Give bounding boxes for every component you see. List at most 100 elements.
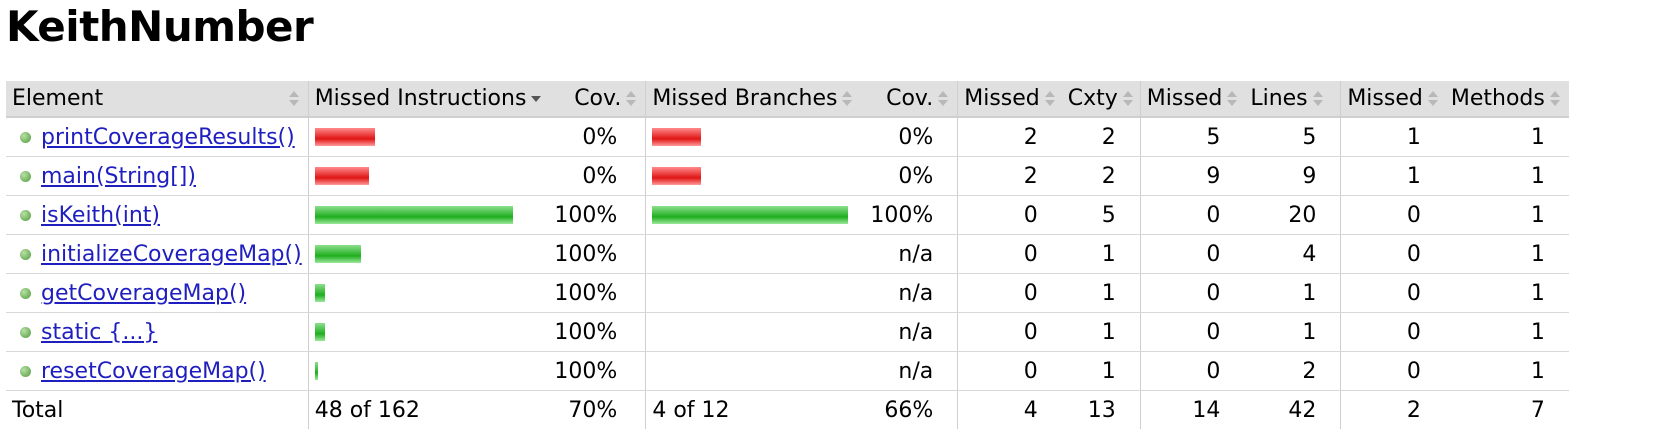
instr-coverage-bar: [314, 206, 543, 224]
method-link[interactable]: static {...}: [41, 319, 158, 345]
lines-value: 5: [1244, 117, 1341, 157]
missed-methods-value: 1: [1340, 156, 1445, 196]
sort-icon: [1427, 91, 1439, 107]
header-missed-cxty[interactable]: Missed: [957, 81, 1062, 118]
branch-coverage-value: n/a: [864, 351, 958, 391]
method-link[interactable]: printCoverageResults(): [41, 124, 295, 150]
table-row: isKeith(int) 100% 100% 0 5 0 20 0 1: [6, 195, 1569, 235]
sort-icon: [937, 91, 949, 107]
element-cell: main(String[]): [6, 156, 309, 196]
branch-coverage-value: n/a: [864, 312, 958, 352]
branch-bar-cell: [645, 351, 865, 391]
instr-coverage-bar: [314, 284, 543, 302]
header-cxty[interactable]: Cxty: [1061, 81, 1141, 118]
table-row: printCoverageResults() 0% 0% 2 2 5 5 1 1: [6, 117, 1569, 157]
lines-value: 20: [1244, 195, 1341, 235]
missed-lines-value: 0: [1139, 312, 1245, 352]
covered-segment: [314, 245, 361, 263]
header-missed-instructions[interactable]: Missed Instructions: [307, 81, 549, 118]
instr-bar-cell: [307, 312, 549, 352]
instr-coverage-bar: [314, 128, 543, 146]
missed-segment: [652, 128, 702, 146]
sort-icon: [1122, 91, 1134, 107]
total-cxty: 13: [1087, 397, 1116, 423]
total-label: Total: [12, 397, 64, 423]
instr-coverage-value: 100%: [548, 312, 646, 352]
missed-methods-value: 0: [1340, 312, 1445, 352]
instr-coverage-value: 100%: [548, 234, 646, 274]
table-row: main(String[]) 0% 0% 2 2 9 9 1 1: [6, 156, 1569, 196]
branch-coverage-value: n/a: [864, 273, 958, 313]
header-missed-methods[interactable]: Missed: [1340, 81, 1445, 118]
method-link[interactable]: resetCoverageMap(): [41, 358, 266, 384]
method-link[interactable]: initializeCoverageMap(): [41, 241, 302, 267]
header-instr-coverage[interactable]: Cov.: [548, 81, 646, 118]
cxty-value: 1: [1061, 273, 1141, 313]
lines-value: 2: [1244, 351, 1341, 391]
branch-coverage-bar: [652, 128, 858, 146]
branch-coverage-value: 0%: [864, 156, 958, 196]
header-missed-branches[interactable]: Missed Branches: [645, 81, 865, 118]
element-cell: getCoverageMap(): [6, 273, 309, 313]
branch-coverage-bar: [652, 323, 858, 341]
branch-coverage-value: 100%: [864, 195, 958, 235]
sort-icon: [841, 91, 853, 107]
missed-methods-value: 0: [1340, 234, 1445, 274]
table-row: initializeCoverageMap() 100% n/a 0 1 0 4 0 1: [6, 234, 1569, 274]
header-branch-coverage[interactable]: Cov.: [864, 81, 958, 118]
method-link[interactable]: main(String[]): [41, 163, 196, 189]
instr-coverage-bar: [314, 323, 543, 341]
cxty-value: 1: [1061, 234, 1141, 274]
instr-coverage-value: 100%: [548, 273, 646, 313]
sort-descending-icon: [530, 91, 542, 107]
element-cell: static {...}: [6, 312, 309, 352]
instr-bar-cell: [307, 351, 549, 391]
total-branch-coverage: 66%: [884, 397, 934, 423]
header-element[interactable]: Element: [6, 81, 309, 118]
total-missed-lines: 14: [1139, 390, 1245, 429]
element-cell: isKeith(int): [6, 195, 309, 235]
instr-bar-cell: [307, 195, 549, 235]
cxty-value: 2: [1061, 156, 1141, 196]
covered-segment: [314, 323, 325, 341]
sort-icon: [625, 91, 637, 107]
branch-coverage-bar: [652, 206, 858, 224]
total-instr-coverage: 70%: [568, 397, 618, 423]
header-lines[interactable]: Lines: [1244, 81, 1341, 118]
missed-methods-value: 0: [1340, 273, 1445, 313]
covered-segment: [314, 362, 318, 380]
methods-value: 1: [1444, 351, 1569, 391]
missed-lines-value: 0: [1139, 234, 1245, 274]
missed-cxty-value: 0: [957, 273, 1062, 313]
instr-coverage-bar: [314, 362, 543, 380]
table-row: getCoverageMap() 100% n/a 0 1 0 1 0 1: [6, 273, 1569, 313]
missed-cxty-value: 2: [957, 117, 1062, 157]
method-icon: [20, 210, 31, 221]
page-title: KeithNumber: [6, 2, 314, 51]
branch-coverage-bar: [652, 245, 858, 263]
header-methods[interactable]: Methods: [1444, 81, 1569, 118]
missed-lines-value: 0: [1139, 273, 1245, 313]
total-lines: 42: [1288, 397, 1317, 423]
method-link[interactable]: getCoverageMap(): [41, 280, 247, 306]
cxty-value: 1: [1061, 351, 1141, 391]
missed-segment: [652, 167, 702, 185]
instr-bar-cell: [307, 273, 549, 313]
cxty-value: 5: [1061, 195, 1141, 235]
method-link[interactable]: isKeith(int): [41, 202, 160, 228]
table-row: resetCoverageMap() 100% n/a 0 1 0 2 0 1: [6, 351, 1569, 391]
instr-coverage-value: 100%: [548, 195, 646, 235]
branch-bar-cell: [645, 156, 865, 196]
instr-coverage-value: 0%: [548, 156, 646, 196]
lines-value: 1: [1244, 273, 1341, 313]
covered-segment: [652, 206, 849, 224]
missed-cxty-value: 0: [957, 312, 1062, 352]
methods-value: 1: [1444, 312, 1569, 352]
missed-methods-value: 0: [1340, 195, 1445, 235]
method-icon: [20, 171, 31, 182]
methods-value: 1: [1444, 117, 1569, 157]
missed-segment: [314, 167, 369, 185]
branch-coverage-bar: [652, 167, 858, 185]
header-missed-lines[interactable]: Missed: [1139, 81, 1245, 118]
branch-coverage-bar: [652, 362, 858, 380]
